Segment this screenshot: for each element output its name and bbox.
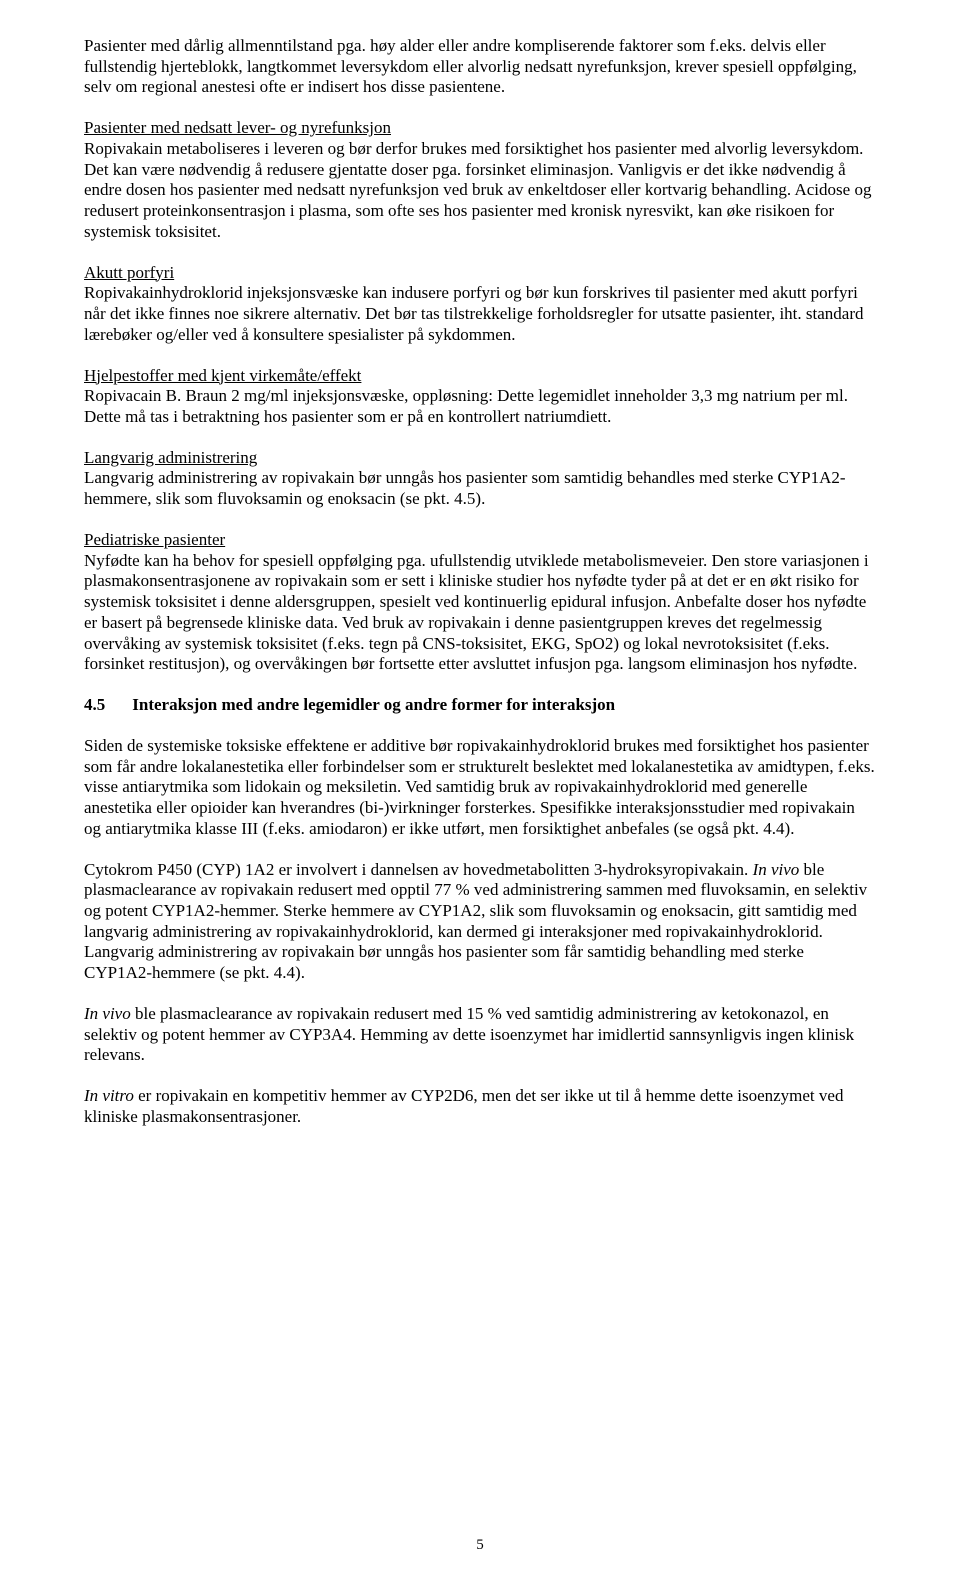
heading-4-5: 4.5 Interaksjon med andre legemidler og … xyxy=(84,695,876,716)
text-cyp1a2-a: Cytokrom P450 (CYP) 1A2 er involvert i d… xyxy=(84,860,753,879)
heading-longterm-admin: Langvarig administrering xyxy=(84,448,257,467)
heading-liver-kidney: Pasienter med nedsatt lever- og nyrefunk… xyxy=(84,118,391,137)
paragraph-interactions-intro: Siden de systemiske toksiske effektene e… xyxy=(84,736,876,840)
heading-4-5-number: 4.5 xyxy=(84,695,128,716)
text-pediatric: Nyfødte kan ha behov for spesiell oppføl… xyxy=(84,551,869,674)
paragraph-cyp3a4: In vivo ble plasmaclearance av ropivakai… xyxy=(84,1004,876,1066)
heading-porphyria: Akutt porfyri xyxy=(84,263,174,282)
text-excipients-b: Dette må tas i betraktning hos pasienter… xyxy=(84,407,611,426)
text-cyp2d6: er ropivakain en kompetitiv hemmer av CY… xyxy=(84,1086,843,1126)
section-longterm-admin: Langvarig administrering Langvarig admin… xyxy=(84,448,876,510)
text-invivo-2: In vivo xyxy=(84,1004,131,1023)
document-page: Pasienter med dårlig allmenntilstand pga… xyxy=(0,0,960,1582)
page-number: 5 xyxy=(0,1536,960,1554)
section-excipients: Hjelpestoffer med kjent virkemåte/effekt… xyxy=(84,366,876,428)
text-porphyria: Ropivakainhydroklorid injeksjonsvæske ka… xyxy=(84,283,863,343)
section-porphyria: Akutt porfyri Ropivakainhydroklorid inje… xyxy=(84,263,876,346)
heading-excipients: Hjelpestoffer med kjent virkemåte/effekt xyxy=(84,366,361,385)
section-liver-kidney: Pasienter med nedsatt lever- og nyrefunk… xyxy=(84,118,876,242)
paragraph-general-condition: Pasienter med dårlig allmenntilstand pga… xyxy=(84,36,876,98)
text-cyp3a4: ble plasmaclearance av ropivakain reduse… xyxy=(84,1004,854,1064)
text-liver-kidney: Ropivakain metaboliseres i leveren og bø… xyxy=(84,139,871,241)
text-longterm-admin: Langvarig administrering av ropivakain b… xyxy=(84,468,846,508)
section-pediatric: Pediatriske pasienter Nyfødte kan ha beh… xyxy=(84,530,876,675)
text-excipients-a: Ropivacain B. Braun 2 mg/ml injeksjonsvæ… xyxy=(84,386,848,405)
heading-4-5-title: Interaksjon med andre legemidler og andr… xyxy=(132,695,615,714)
text-invitro: In vitro xyxy=(84,1086,134,1105)
text-invivo-1: In vivo xyxy=(753,860,800,879)
paragraph-cyp1a2: Cytokrom P450 (CYP) 1A2 er involvert i d… xyxy=(84,860,876,984)
paragraph-cyp2d6: In vitro er ropivakain en kompetitiv hem… xyxy=(84,1086,876,1127)
heading-pediatric: Pediatriske pasienter xyxy=(84,530,225,549)
